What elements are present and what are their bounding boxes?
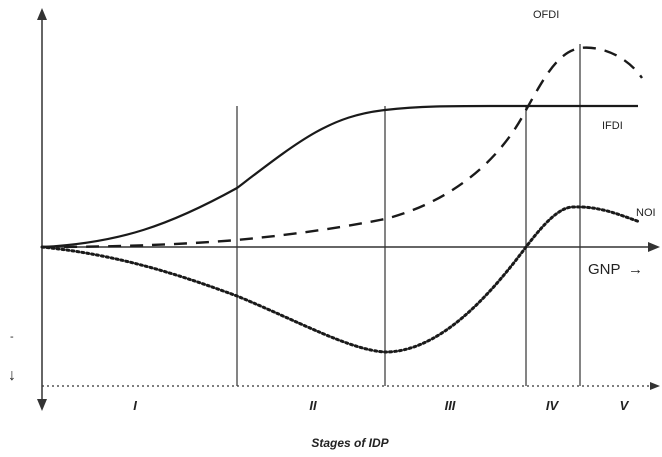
y-axis-down-arrowhead bbox=[37, 399, 47, 411]
stage-label-1: I bbox=[133, 398, 137, 413]
gnp-arrow-icon: → bbox=[628, 261, 643, 278]
x-axis-title: Stages of IDP bbox=[311, 436, 389, 450]
ifdi-label: IFDI bbox=[602, 120, 623, 132]
noi-label: NOI bbox=[636, 207, 656, 219]
x-axis-arrowhead bbox=[648, 242, 660, 252]
stage-label-4: IV bbox=[546, 398, 560, 413]
ifdi-curve bbox=[41, 104, 638, 249]
stage-baseline-arrowhead bbox=[650, 382, 660, 390]
y-axis-up-arrowhead bbox=[37, 8, 47, 20]
ofdi-label: OFDI bbox=[533, 9, 559, 21]
gnp-label: GNP bbox=[588, 261, 621, 278]
down-arrow-icon: ↓ bbox=[8, 367, 16, 384]
ofdi-curve bbox=[41, 46, 643, 249]
stage-label-3: III bbox=[445, 398, 456, 413]
noi-curve bbox=[40, 205, 642, 354]
stage-label-5: V bbox=[620, 398, 630, 413]
negative-sign: - bbox=[10, 331, 14, 343]
stage-label-2: II bbox=[309, 398, 317, 413]
